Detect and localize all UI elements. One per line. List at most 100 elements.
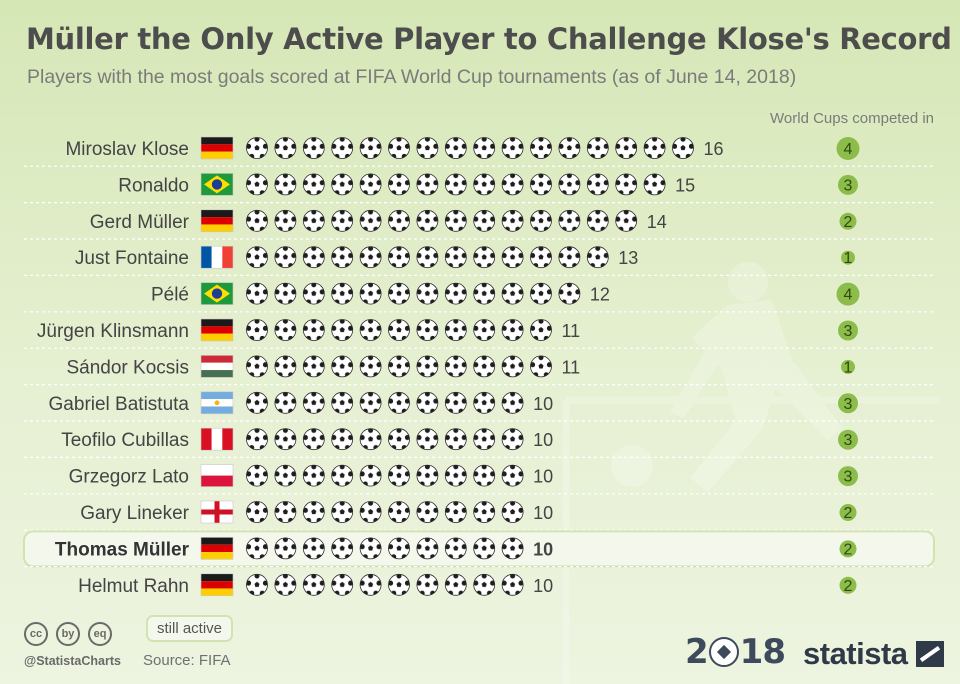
player-row: Thomas Müller 10 2: [23, 530, 935, 568]
player-row: Grzegorz Lato 10 3: [24, 464, 934, 495]
goal-ball: [530, 246, 552, 269]
goal-ball: [473, 173, 496, 196]
goal-ball: [302, 464, 325, 487]
player-row: Miroslav Klose 16 4: [24, 136, 934, 167]
goal-ball: [302, 355, 325, 378]
goal-ball: [501, 501, 524, 523]
goal-ball: [615, 209, 638, 232]
world-cups-count: 3: [844, 469, 853, 486]
goal-ball: [530, 137, 552, 159]
player-row: Gerd Müller 14 2: [24, 209, 934, 240]
goal-ball: [302, 319, 325, 341]
goal-ball: [359, 282, 382, 305]
player-row: Just Fontaine 13 1: [24, 245, 934, 276]
player-name: Miroslav Klose: [65, 139, 189, 160]
world-cups-bubble: [839, 540, 857, 558]
goal-ball: [416, 537, 439, 560]
goal-count-label: 10: [533, 539, 553, 559]
goal-ball: [444, 464, 467, 487]
goal-ball: [530, 319, 552, 341]
world-cups-count: 2: [844, 505, 853, 522]
creative-commons-icon: cc: [24, 622, 48, 646]
world-cups-count: 3: [844, 432, 853, 449]
goal-ball: [558, 282, 581, 305]
player-row: Gary Lineker 10 2: [24, 500, 934, 531]
world-cups-count: 2: [844, 578, 853, 595]
statista-logo[interactable]: statista: [803, 636, 944, 672]
goal-ball: [388, 173, 410, 196]
goal-ball: [274, 209, 297, 232]
brazil-flag-icon: [200, 173, 234, 196]
goal-ball: [246, 319, 268, 341]
goal-ball: [473, 355, 496, 378]
goal-ball: [246, 209, 268, 232]
world-cups-bubble: [836, 137, 860, 160]
goal-ball: [359, 501, 382, 523]
goal-ball: [331, 501, 354, 523]
world-cups-count: 1: [844, 359, 853, 376]
goal-ball: [302, 282, 325, 305]
world-cups-bubble: [839, 576, 857, 594]
goal-ball: [302, 173, 325, 196]
player-name: Gerd Müller: [90, 212, 190, 233]
goal-ball: [530, 282, 552, 305]
goal-ball: [302, 137, 325, 159]
goal-ball: [359, 573, 382, 596]
goal-ball: [274, 537, 297, 560]
goal-ball: [473, 573, 496, 596]
goal-ball: [331, 282, 354, 305]
player-name: Thomas Müller: [55, 539, 190, 560]
world-cups-count: 3: [844, 177, 853, 194]
world-cups-bubble: [839, 504, 857, 521]
goal-ball: [274, 501, 297, 523]
goal-ball: [615, 137, 638, 159]
goal-ball: [501, 209, 524, 232]
world-cups-count: 3: [844, 396, 853, 413]
goal-ball: [444, 137, 467, 159]
goal-ball: [246, 391, 268, 414]
goal-ball: [501, 246, 524, 269]
world-cups-bubble: [839, 212, 857, 230]
goal-ball: [558, 209, 581, 232]
player-row: Ronaldo 15 3: [24, 173, 934, 204]
goal-ball: [586, 246, 609, 269]
world-cups-bubble: [841, 359, 855, 374]
goal-ball: [246, 173, 268, 196]
goal-ball: [359, 355, 382, 378]
player-row: Helmut Rahn 10 2: [78, 573, 857, 597]
goal-ball: [331, 319, 354, 341]
player-name: Gary Lineker: [80, 503, 189, 524]
goal-count-label: 10: [533, 430, 553, 450]
goal-ball: [473, 137, 496, 159]
goal-ball: [331, 173, 354, 196]
germany-flag-icon: [200, 537, 234, 560]
player-row: Jürgen Klinsmann 11 3: [24, 318, 934, 349]
goal-ball: [558, 137, 581, 159]
goal-ball: [501, 137, 524, 159]
goal-ball: [501, 573, 524, 596]
goal-ball: [416, 209, 439, 232]
goal-ball: [416, 501, 439, 523]
logo-digits-18: 18: [739, 632, 786, 672]
goal-ball: [501, 355, 524, 378]
goal-ball: [473, 209, 496, 232]
source-note: Source: FIFA: [143, 652, 231, 669]
goal-ball: [246, 428, 268, 451]
goal-ball: [501, 391, 524, 414]
goal-ball: [274, 391, 297, 414]
player-row: Gabriel Batistuta 10 3: [24, 391, 934, 422]
goal-ball: [388, 209, 410, 232]
hungary-flag-icon: [200, 355, 234, 378]
goal-ball: [444, 209, 467, 232]
goal-count-label: 13: [618, 248, 638, 268]
goal-ball: [302, 246, 325, 269]
goal-ball: [274, 355, 297, 378]
goal-count-label: 10: [533, 394, 553, 414]
goal-ball: [246, 246, 268, 269]
goal-ball: [444, 355, 467, 378]
goal-ball: [302, 209, 325, 232]
goal-ball: [473, 464, 496, 487]
statista-handle[interactable]: @StatistaCharts: [24, 654, 121, 668]
still-active-legend: still active: [146, 615, 234, 642]
